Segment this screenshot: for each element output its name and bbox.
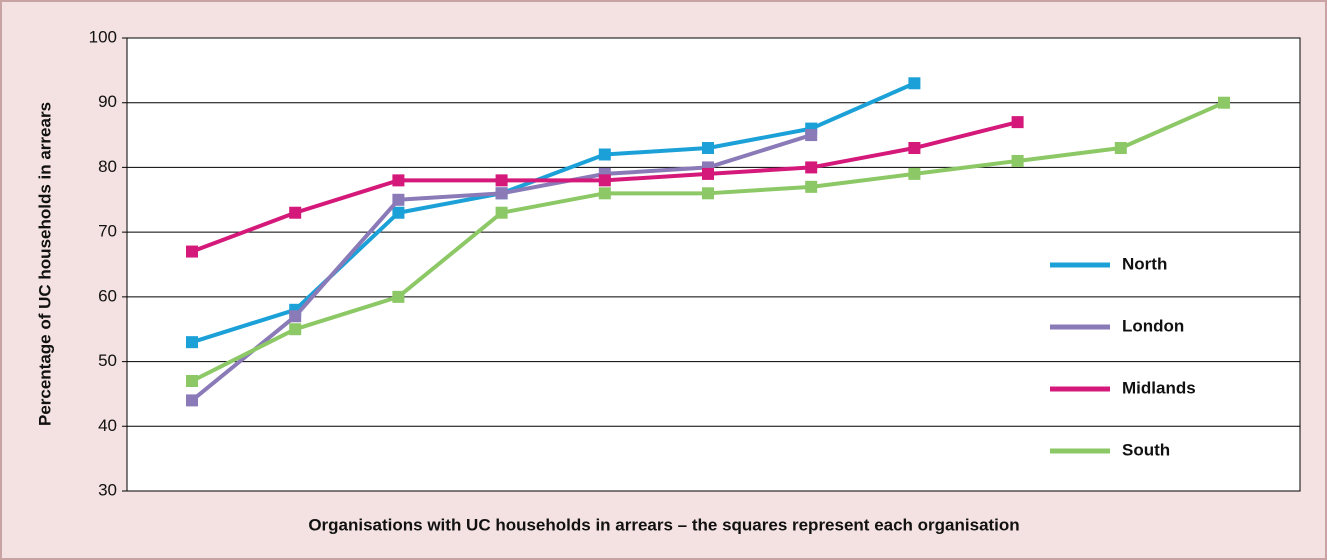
- x-axis-label: Organisations with UC households in arre…: [308, 515, 1019, 534]
- point-marker: [702, 142, 714, 155]
- point-marker: [186, 394, 198, 407]
- legend-label: London: [1122, 316, 1184, 335]
- point-marker: [392, 290, 405, 303]
- point-marker: [702, 167, 714, 180]
- y-tick-label: 60: [98, 286, 117, 305]
- y-tick-label: 80: [98, 157, 117, 176]
- point-marker: [186, 336, 198, 349]
- point-marker: [908, 77, 921, 90]
- point-marker: [186, 374, 198, 387]
- legend-label: Midlands: [1122, 378, 1196, 397]
- point-marker: [805, 180, 818, 193]
- y-axis-label: Percentage of UC households in arrears: [35, 102, 54, 426]
- point-marker: [289, 310, 302, 323]
- point-marker: [1011, 154, 1024, 167]
- point-marker: [908, 142, 921, 155]
- series-line: [191, 81, 916, 345]
- y-tick-label: 100: [89, 27, 117, 46]
- point-marker: [1114, 142, 1127, 155]
- point-marker: [186, 245, 198, 258]
- point-marker: [598, 187, 611, 200]
- point-marker: [1011, 116, 1024, 129]
- point-marker: [598, 174, 611, 187]
- y-tick-label: 90: [98, 92, 117, 111]
- y-tick-label: 40: [98, 416, 117, 435]
- point-marker: [392, 206, 405, 219]
- point-marker: [805, 129, 818, 142]
- point-marker: [289, 323, 302, 336]
- point-marker: [598, 148, 611, 161]
- point-marker: [392, 193, 405, 206]
- point-marker: [805, 161, 818, 174]
- legend-label: South: [1122, 440, 1170, 459]
- point-marker: [1218, 96, 1230, 109]
- point-marker: [495, 174, 508, 187]
- y-tick-label: 50: [98, 351, 117, 370]
- point-marker: [392, 174, 405, 187]
- point-marker: [495, 187, 508, 200]
- point-marker: [908, 167, 921, 180]
- point-marker: [702, 187, 714, 200]
- legend-label: North: [1122, 254, 1167, 273]
- y-tick-label: 70: [98, 222, 117, 241]
- point-marker: [289, 206, 302, 219]
- y-tick-label: 30: [98, 480, 117, 499]
- point-marker: [495, 206, 508, 219]
